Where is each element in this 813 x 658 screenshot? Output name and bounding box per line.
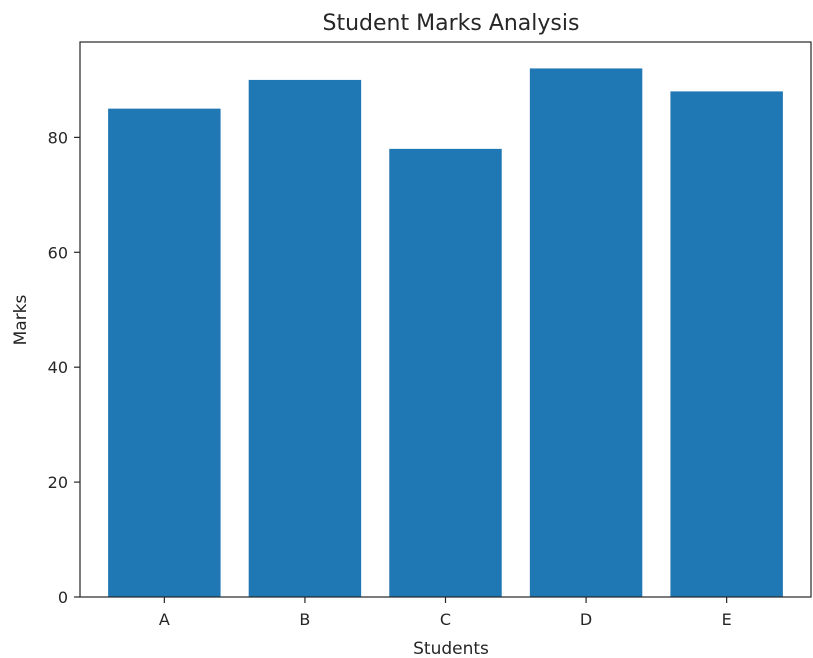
y-tick-label: 80 bbox=[48, 128, 68, 147]
bar-a bbox=[108, 108, 221, 598]
plot-frame bbox=[79, 41, 812, 598]
y-tick-label: 0 bbox=[58, 588, 68, 607]
chart-title: Student Marks Analysis bbox=[323, 11, 580, 36]
x-tick-label: A bbox=[159, 610, 170, 629]
y-tick-label: 20 bbox=[48, 473, 68, 492]
x-tick-label: B bbox=[299, 610, 310, 629]
y-tick-label: 40 bbox=[48, 358, 68, 377]
y-axis-label: Marks bbox=[11, 294, 31, 345]
bar-group bbox=[108, 68, 783, 598]
x-tick-label: C bbox=[440, 610, 451, 629]
bar-b bbox=[248, 79, 362, 598]
x-tick-label: D bbox=[580, 610, 592, 629]
x-axis-label: Students bbox=[413, 639, 489, 658]
bar-d bbox=[529, 68, 643, 598]
x-tick-label: E bbox=[722, 610, 732, 629]
bar-e bbox=[670, 91, 783, 597]
x-axis-ticks: A B C D E bbox=[159, 597, 732, 629]
y-axis-ticks: 0 20 40 60 80 bbox=[48, 128, 80, 607]
y-tick-label: 60 bbox=[48, 243, 68, 262]
bar-c bbox=[389, 148, 502, 598]
